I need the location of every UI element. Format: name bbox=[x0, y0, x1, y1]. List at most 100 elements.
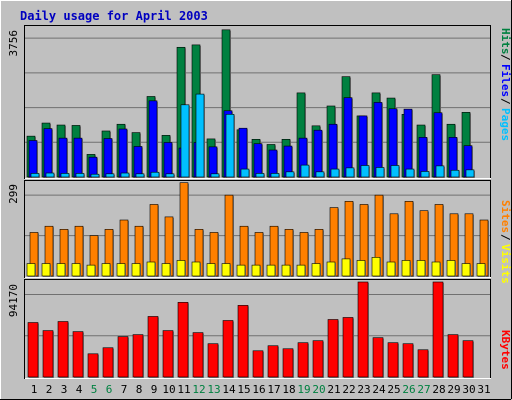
bar-pages-day-10 bbox=[165, 173, 175, 178]
bar-kbytes-day-16 bbox=[252, 350, 264, 378]
x-tick-label-21: 21 bbox=[327, 383, 340, 396]
bar-visits-day-4 bbox=[71, 263, 81, 277]
bar-kbytes-day-17 bbox=[267, 345, 279, 378]
bar-kbytes-day-10 bbox=[162, 330, 174, 378]
bar-pages-day-3 bbox=[60, 173, 70, 178]
bar-pages-day-13 bbox=[210, 173, 220, 178]
bar-kbytes-day-19 bbox=[297, 342, 309, 378]
bar-files-day-16 bbox=[253, 143, 263, 178]
bar-kbytes-day-27 bbox=[417, 349, 429, 378]
x-tick-label-3: 3 bbox=[61, 383, 68, 396]
bar-pages-day-27 bbox=[420, 171, 430, 178]
bar-visits-day-15 bbox=[236, 264, 246, 277]
bar-visits-day-2 bbox=[41, 263, 51, 277]
bar-visits-day-6 bbox=[101, 263, 111, 277]
bar-kbytes-day-24 bbox=[372, 337, 384, 378]
bar-kbytes-day-22 bbox=[342, 317, 354, 378]
bar-kbytes-day-21 bbox=[327, 319, 339, 378]
side-legend-hits: Hits / Files / Pages bbox=[499, 28, 512, 141]
x-tick-label-17: 17 bbox=[267, 383, 280, 396]
bar-visits-day-21 bbox=[326, 261, 336, 277]
bar-kbytes-day-3 bbox=[57, 321, 69, 378]
bar-pages-day-6 bbox=[105, 173, 115, 178]
bar-pages-day-1 bbox=[30, 173, 40, 178]
bar-pages-day-7 bbox=[120, 172, 130, 178]
legend-sep-1: / bbox=[499, 54, 512, 61]
bar-visits-day-31 bbox=[476, 263, 486, 277]
bar-visits-day-27 bbox=[416, 260, 426, 277]
bar-kbytes-day-7 bbox=[117, 336, 129, 378]
legend-label-files: Files bbox=[499, 64, 512, 97]
bar-pages-day-23 bbox=[360, 165, 370, 178]
x-tick-label-20: 20 bbox=[312, 383, 325, 396]
side-legend-kbytes: KBytes bbox=[499, 330, 512, 370]
bar-files-day-8 bbox=[133, 146, 143, 178]
bar-kbytes-day-1 bbox=[27, 322, 39, 378]
bar-pages-day-14 bbox=[225, 114, 235, 178]
bars-layer bbox=[26, 29, 489, 378]
bar-pages-day-24 bbox=[375, 167, 385, 178]
bar-pages-day-18 bbox=[285, 171, 295, 178]
bar-visits-day-3 bbox=[56, 263, 66, 277]
bar-pages-day-16 bbox=[255, 173, 265, 178]
bar-pages-day-17 bbox=[270, 173, 280, 178]
x-tick-label-27: 27 bbox=[417, 383, 430, 396]
bar-visits-day-9 bbox=[146, 261, 156, 277]
bar-pages-day-12 bbox=[195, 93, 205, 178]
bar-visits-day-22 bbox=[341, 258, 351, 277]
bar-pages-day-8 bbox=[135, 173, 145, 178]
bar-visits-day-13 bbox=[206, 263, 216, 277]
legend-sep-2: / bbox=[499, 98, 512, 105]
bar-kbytes-day-18 bbox=[282, 348, 294, 378]
bar-pages-day-21 bbox=[330, 168, 340, 178]
bar-files-day-26 bbox=[403, 108, 413, 178]
bar-visits-day-7 bbox=[116, 263, 126, 277]
bar-files-day-9 bbox=[148, 100, 158, 178]
bar-visits-day-16 bbox=[251, 264, 261, 277]
bar-files-day-2 bbox=[43, 128, 53, 178]
x-tick-label-13: 13 bbox=[207, 383, 220, 396]
bar-kbytes-day-30 bbox=[462, 340, 474, 378]
bar-kbytes-day-11 bbox=[177, 302, 189, 378]
bar-visits-day-17 bbox=[266, 264, 276, 277]
x-tick-label-22: 22 bbox=[342, 383, 355, 396]
x-tick-label-16: 16 bbox=[252, 383, 265, 396]
bar-kbytes-day-8 bbox=[132, 334, 144, 378]
bar-kbytes-day-15 bbox=[237, 305, 249, 378]
bar-pages-day-30 bbox=[465, 169, 475, 178]
x-tick-label-15: 15 bbox=[237, 383, 250, 396]
bar-kbytes-day-2 bbox=[42, 330, 54, 378]
bar-kbytes-day-12 bbox=[192, 332, 204, 378]
side-legend-sites: Sites / Visits bbox=[499, 200, 512, 284]
x-tick-label-29: 29 bbox=[447, 383, 460, 396]
legend-label-sites: Sites bbox=[499, 200, 512, 233]
bar-visits-day-24 bbox=[371, 257, 381, 277]
bar-kbytes-day-14 bbox=[222, 320, 234, 378]
legend-label-hits: Hits bbox=[499, 28, 512, 55]
bar-visits-day-28 bbox=[431, 261, 441, 277]
x-tick-label-2: 2 bbox=[46, 383, 53, 396]
x-tick-label-1: 1 bbox=[31, 383, 38, 396]
bar-visits-day-19 bbox=[296, 264, 306, 277]
bar-files-day-1 bbox=[28, 140, 38, 178]
bar-visits-day-14 bbox=[221, 263, 231, 277]
x-tick-label-14: 14 bbox=[222, 383, 236, 396]
bar-pages-day-22 bbox=[345, 167, 355, 178]
bar-kbytes-day-5 bbox=[87, 353, 99, 378]
bar-files-day-17 bbox=[268, 149, 278, 178]
bar-pages-day-19 bbox=[300, 164, 310, 178]
x-tick-label-4: 4 bbox=[76, 383, 83, 396]
bar-visits-day-11 bbox=[176, 260, 186, 277]
x-tick-label-19: 19 bbox=[297, 383, 310, 396]
ymax-label-sites: 299 bbox=[7, 184, 20, 204]
bar-files-day-27 bbox=[418, 137, 428, 178]
x-tick-label-11: 11 bbox=[177, 383, 190, 396]
bar-visits-day-1 bbox=[26, 263, 36, 277]
bar-files-day-4 bbox=[73, 137, 83, 178]
bar-files-day-7 bbox=[118, 128, 128, 178]
x-tick-label-31: 31 bbox=[477, 383, 490, 396]
x-tick-label-23: 23 bbox=[357, 383, 370, 396]
legend-label-visits: Visits bbox=[499, 244, 512, 284]
bar-kbytes-day-6 bbox=[102, 347, 114, 378]
